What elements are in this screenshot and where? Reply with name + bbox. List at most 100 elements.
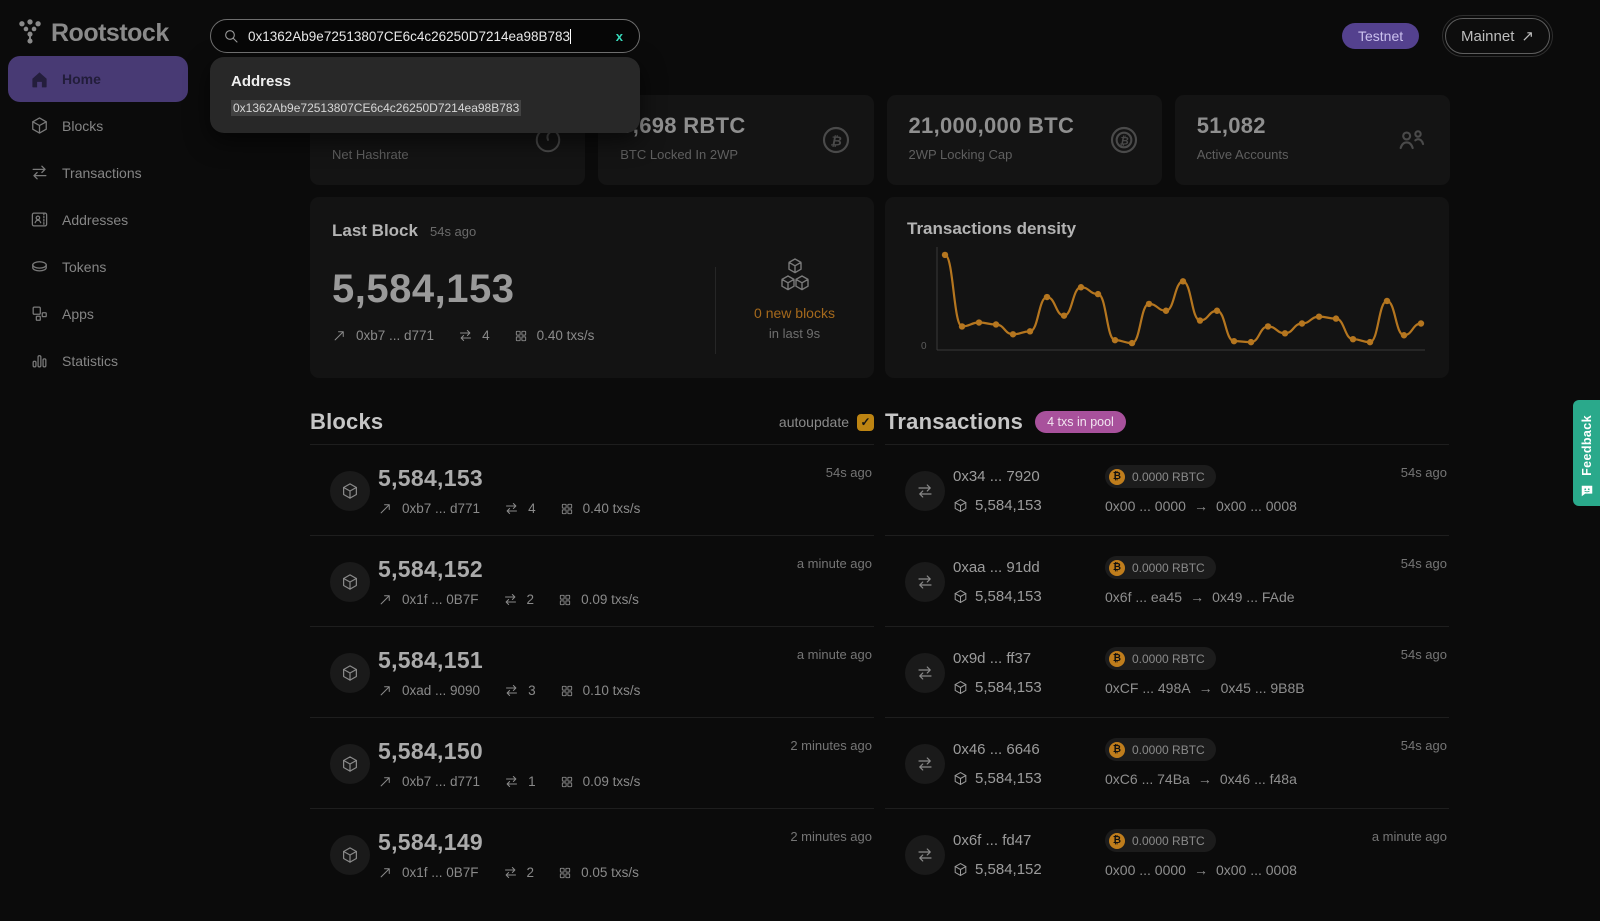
block-time: 2 minutes ago [790, 829, 872, 844]
block-number[interactable]: 5,584,152 [378, 556, 484, 582]
transaction-block-number[interactable]: 5,584,153 [975, 770, 1042, 787]
block-time: a minute ago [796, 647, 872, 662]
transaction-hash[interactable]: 0x6f ... fd47 [953, 832, 1032, 849]
transaction-to-address[interactable]: 0x45 ... 9B8B [1220, 679, 1305, 696]
miner-arrow-icon [380, 777, 390, 787]
grid-icon [561, 776, 572, 787]
last-block-card: Last Block 54s ago 5,584,153 0xb7 ... d7… [310, 197, 874, 378]
sidebar-item-tokens[interactable]: Tokens [0, 243, 196, 290]
transaction-from-address[interactable]: 0xC6 ... 74Ba [1105, 770, 1190, 787]
transaction-hash[interactable]: 0x34 ... 7920 [953, 468, 1040, 485]
transaction-from-address[interactable]: 0x00 ... 0000 [1105, 497, 1186, 514]
blocks-stack-icon [780, 258, 809, 291]
transfer-arrows-icon [460, 330, 472, 341]
transaction-from-address[interactable]: 0x00 ... 0000 [1105, 861, 1186, 878]
bitcoin-icon: ₿ [822, 126, 849, 154]
transaction-row[interactable]: 54s ago 0xaa ... 91dd ₿ 0.0000 RBTC 5,58… [885, 535, 1449, 626]
cube-icon [954, 499, 967, 512]
grid-icon [559, 867, 571, 878]
density-y-zero-label: 0 [921, 341, 927, 352]
transactions-list: Transactions 4 txs in pool 54s ago 0x34 … [885, 400, 1449, 899]
transaction-to-address[interactable]: 0x49 ... FAde [1212, 588, 1295, 605]
block-row[interactable]: 54s ago 5,584,153 0xb7 ... d771 4 0.40 t… [310, 444, 874, 535]
last-block-hash[interactable]: 0xb7 ... d771 [356, 328, 435, 343]
rootstock-logo[interactable]: Rootstock [16, 18, 169, 48]
rbtc-coin-icon: ₿ [1109, 468, 1125, 485]
block-hash[interactable]: 0xad ... 9090 [402, 683, 481, 698]
block-number[interactable]: 5,584,150 [378, 738, 484, 764]
block-row[interactable]: a minute ago 5,584,152 0x1f ... 0B7F 2 0… [310, 535, 874, 626]
transaction-block-number[interactable]: 5,584,153 [975, 497, 1042, 514]
cube-icon [954, 590, 967, 603]
block-row[interactable]: a minute ago 5,584,151 0xad ... 9090 3 0… [310, 626, 874, 717]
transaction-row[interactable]: 54s ago 0x9d ... ff37 ₿ 0.0000 RBTC 5,58… [885, 626, 1449, 717]
block-hash[interactable]: 0xb7 ... d771 [402, 501, 481, 516]
block-cube-icon [330, 653, 370, 693]
search-icon [225, 30, 238, 43]
sidebar-item-statistics[interactable]: Statistics [0, 337, 196, 384]
block-tx-count: 1 [528, 774, 536, 789]
transaction-hash[interactable]: 0x46 ... 6646 [953, 741, 1040, 758]
sidebar-item-addresses[interactable]: Addresses [0, 196, 196, 243]
transaction-block-number[interactable]: 5,584,153 [975, 588, 1042, 605]
transaction-time: a minute ago [1371, 829, 1447, 844]
block-number[interactable]: 5,584,151 [378, 647, 484, 673]
transaction-to-address[interactable]: 0x00 ... 0008 [1215, 497, 1297, 514]
search-result-dropdown[interactable]: Address 0x1362Ab9e72513807CE6c4c26250D72… [210, 57, 640, 133]
blocks-list: Blocks autoupdate ✓ 54s ago 5,584,153 0x… [310, 400, 874, 899]
svg-text:₿: ₿ [830, 133, 842, 148]
feedback-label: Feedback [1579, 415, 1594, 476]
clear-search-button[interactable]: x [615, 28, 623, 44]
autoupdate-checkbox[interactable]: ✓ [857, 413, 874, 431]
mainnet-link[interactable]: Mainnet ↗ [1442, 15, 1553, 57]
block-time: 54s ago [825, 465, 872, 480]
transaction-time: 54s ago [1400, 556, 1447, 571]
block-hash[interactable]: 0x1f ... 0B7F [402, 865, 479, 880]
testnet-badge[interactable]: Testnet [1342, 23, 1420, 49]
arrow-right-icon: → [1198, 679, 1213, 696]
transaction-to-address[interactable]: 0x00 ... 0008 [1215, 861, 1297, 878]
transaction-to-address[interactable]: 0x46 ... f48a [1219, 770, 1297, 787]
transaction-row[interactable]: 54s ago 0x34 ... 7920 ₿ 0.0000 RBTC 5,58… [885, 444, 1449, 535]
transaction-amount: 0.0000 RBTC [1132, 651, 1205, 666]
block-hash[interactable]: 0xb7 ... d771 [402, 774, 481, 789]
sidebar-item-blocks[interactable]: Blocks [0, 102, 196, 149]
rootstock-logo-icon [19, 19, 41, 44]
transaction-hash[interactable]: 0x9d ... ff37 [953, 650, 1032, 667]
arrow-right-icon: → [1197, 770, 1212, 787]
block-tx-count: 4 [528, 501, 536, 516]
transaction-block-number[interactable]: 5,584,152 [975, 861, 1042, 878]
transfer-arrows-icon [506, 776, 518, 787]
rbtc-coin-icon: ₿ [1109, 741, 1125, 758]
miner-arrow-icon [380, 504, 390, 514]
txs-in-pool-badge[interactable]: 4 txs in pool [1035, 411, 1126, 433]
grid-icon [561, 685, 572, 696]
transaction-amount-pill: ₿ 0.0000 RBTC [1105, 465, 1216, 488]
block-number[interactable]: 5,584,149 [378, 829, 484, 855]
search-bar[interactable]: 0x1362Ab9e72513807CE6c4c26250D7214ea98B7… [210, 19, 640, 53]
sidebar-item-transactions[interactable]: Transactions [0, 149, 196, 196]
transaction-from-address[interactable]: 0x6f ... ea45 [1105, 588, 1183, 605]
block-row[interactable]: 2 minutes ago 5,584,150 0xb7 ... d771 1 … [310, 717, 874, 808]
transaction-row[interactable]: a minute ago 0x6f ... fd47 ₿ 0.0000 RBTC… [885, 808, 1449, 899]
stat-label: Net Hashrate [332, 147, 409, 162]
last-block-number[interactable]: 5,584,153 [332, 267, 515, 311]
last-block-title: Last Block [332, 221, 418, 240]
block-rate: 0.10 txs/s [582, 683, 641, 698]
feedback-button[interactable]: Feedback [1573, 400, 1600, 506]
transaction-hash[interactable]: 0xaa ... 91dd [953, 559, 1040, 576]
block-hash[interactable]: 0x1f ... 0B7F [402, 592, 479, 607]
transaction-icon [905, 471, 945, 511]
sidebar-item-apps[interactable]: Apps [0, 290, 196, 337]
transaction-from-address[interactable]: 0xCF ... 498A [1105, 679, 1191, 696]
stat-value: 51,082 [1196, 113, 1266, 138]
transaction-block-number[interactable]: 5,584,153 [975, 679, 1042, 696]
transaction-row[interactable]: 54s ago 0x46 ... 6646 ₿ 0.0000 RBTC 5,58… [885, 717, 1449, 808]
result-address-value[interactable]: 0x1362Ab9e72513807CE6c4c26250D7214ea98B7… [231, 100, 522, 116]
block-number[interactable]: 5,584,153 [378, 465, 484, 491]
block-row[interactable]: 2 minutes ago 5,584,149 0x1f ... 0B7F 2 … [310, 808, 874, 899]
bar-chart-icon [32, 355, 47, 368]
miner-arrow-icon [380, 686, 390, 696]
sidebar-item-home[interactable]: Home [8, 56, 188, 102]
search-input[interactable]: 0x1362Ab9e72513807CE6c4c26250D7214ea98B7… [248, 28, 572, 44]
